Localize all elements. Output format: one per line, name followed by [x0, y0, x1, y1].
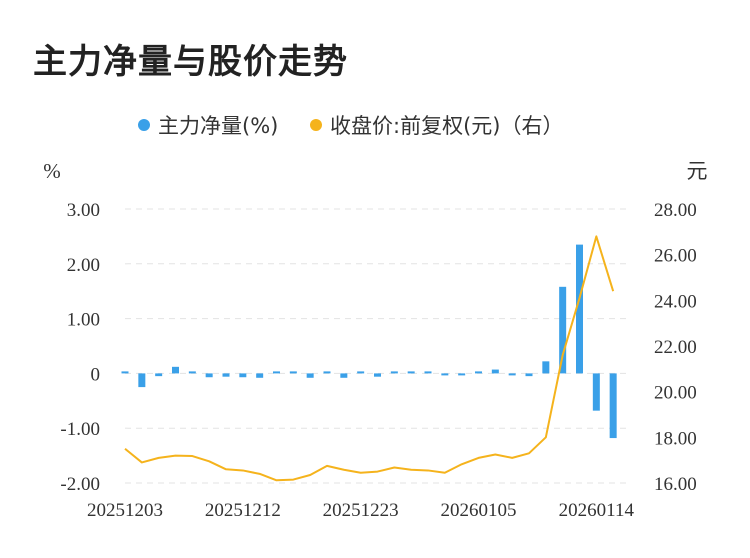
- legend-marker-net-flow: [138, 119, 150, 131]
- bar[interactable]: [340, 373, 348, 378]
- bar[interactable]: [205, 373, 213, 378]
- bar[interactable]: [222, 373, 230, 377]
- bar[interactable]: [475, 371, 482, 374]
- chart-title: 主力净量与股价走势: [33, 42, 348, 82]
- bar[interactable]: [592, 373, 600, 411]
- bar[interactable]: [407, 371, 415, 374]
- bar[interactable]: [289, 371, 297, 374]
- bar[interactable]: [542, 361, 550, 374]
- left-tick-label: 3.00: [67, 200, 100, 221]
- right-tick-label: 16.00: [654, 474, 697, 495]
- left-axis-unit: %: [43, 159, 61, 183]
- legend-item-close-price[interactable]: 收盘价:前复权(元)（右）: [310, 110, 563, 140]
- right-axis-unit: 元: [687, 159, 708, 183]
- bar[interactable]: [576, 244, 583, 374]
- x-axis-ticks: 20251203 20251212 20251223 20260105 20260114: [87, 500, 634, 521]
- right-tick-label: 22.00: [654, 337, 697, 358]
- x-tick-label: 20260105: [441, 500, 517, 521]
- close-price-line: [124, 235, 615, 482]
- right-tick-label: 18.00: [654, 428, 697, 449]
- bar[interactable]: [239, 373, 247, 378]
- bar[interactable]: [357, 371, 365, 374]
- bar[interactable]: [458, 373, 466, 376]
- left-tick-label: -1.00: [60, 419, 100, 440]
- right-tick-label: 26.00: [654, 246, 697, 267]
- x-tick-label: 20260114: [559, 500, 635, 521]
- left-tick-label: 2.00: [67, 255, 100, 276]
- legend: 主力净量(%) 收盘价:前复权(元)（右）: [0, 110, 750, 140]
- bar[interactable]: [155, 373, 163, 377]
- bar[interactable]: [559, 286, 567, 374]
- left-tick-label: -2.00: [60, 474, 100, 495]
- bar[interactable]: [323, 371, 331, 374]
- right-tick-label: 24.00: [654, 291, 697, 312]
- legend-marker-close-price: [310, 119, 322, 131]
- right-axis-ticks: 28.00 26.00 24.00 22.00 20.00 18.00 16.00: [654, 200, 697, 495]
- legend-item-net-flow[interactable]: 主力净量(%): [138, 110, 278, 140]
- legend-label-net-flow: 主力净量(%): [158, 114, 279, 138]
- price-line[interactable]: [124, 235, 615, 482]
- left-tick-label: 0: [91, 364, 101, 385]
- bar[interactable]: [188, 371, 196, 374]
- net-flow-bars: [121, 244, 617, 439]
- bar[interactable]: [441, 373, 449, 376]
- x-tick-label: 20251203: [87, 500, 163, 521]
- right-tick-label: 28.00: [654, 200, 697, 221]
- bar[interactable]: [273, 371, 280, 374]
- x-tick-label: 20251223: [323, 500, 399, 521]
- legend-label-close-price: 收盘价:前复权(元)（右）: [330, 114, 564, 138]
- bar[interactable]: [609, 373, 617, 439]
- left-axis-ticks: 3.00 2.00 1.00 0 -1.00 -2.00: [60, 200, 100, 495]
- bar[interactable]: [491, 369, 499, 374]
- bar[interactable]: [508, 373, 516, 376]
- bar[interactable]: [256, 373, 264, 378]
- left-tick-label: 1.00: [67, 310, 100, 331]
- bar[interactable]: [306, 373, 314, 378]
- bar[interactable]: [525, 373, 533, 377]
- right-tick-label: 20.00: [654, 383, 697, 404]
- bar[interactable]: [121, 371, 129, 374]
- bar[interactable]: [390, 371, 398, 374]
- bar[interactable]: [374, 373, 381, 377]
- bar[interactable]: [424, 371, 432, 374]
- bar[interactable]: [172, 366, 179, 374]
- gridlines: [125, 208, 630, 484]
- bar[interactable]: [138, 373, 146, 388]
- x-tick-label: 20251212: [205, 500, 281, 521]
